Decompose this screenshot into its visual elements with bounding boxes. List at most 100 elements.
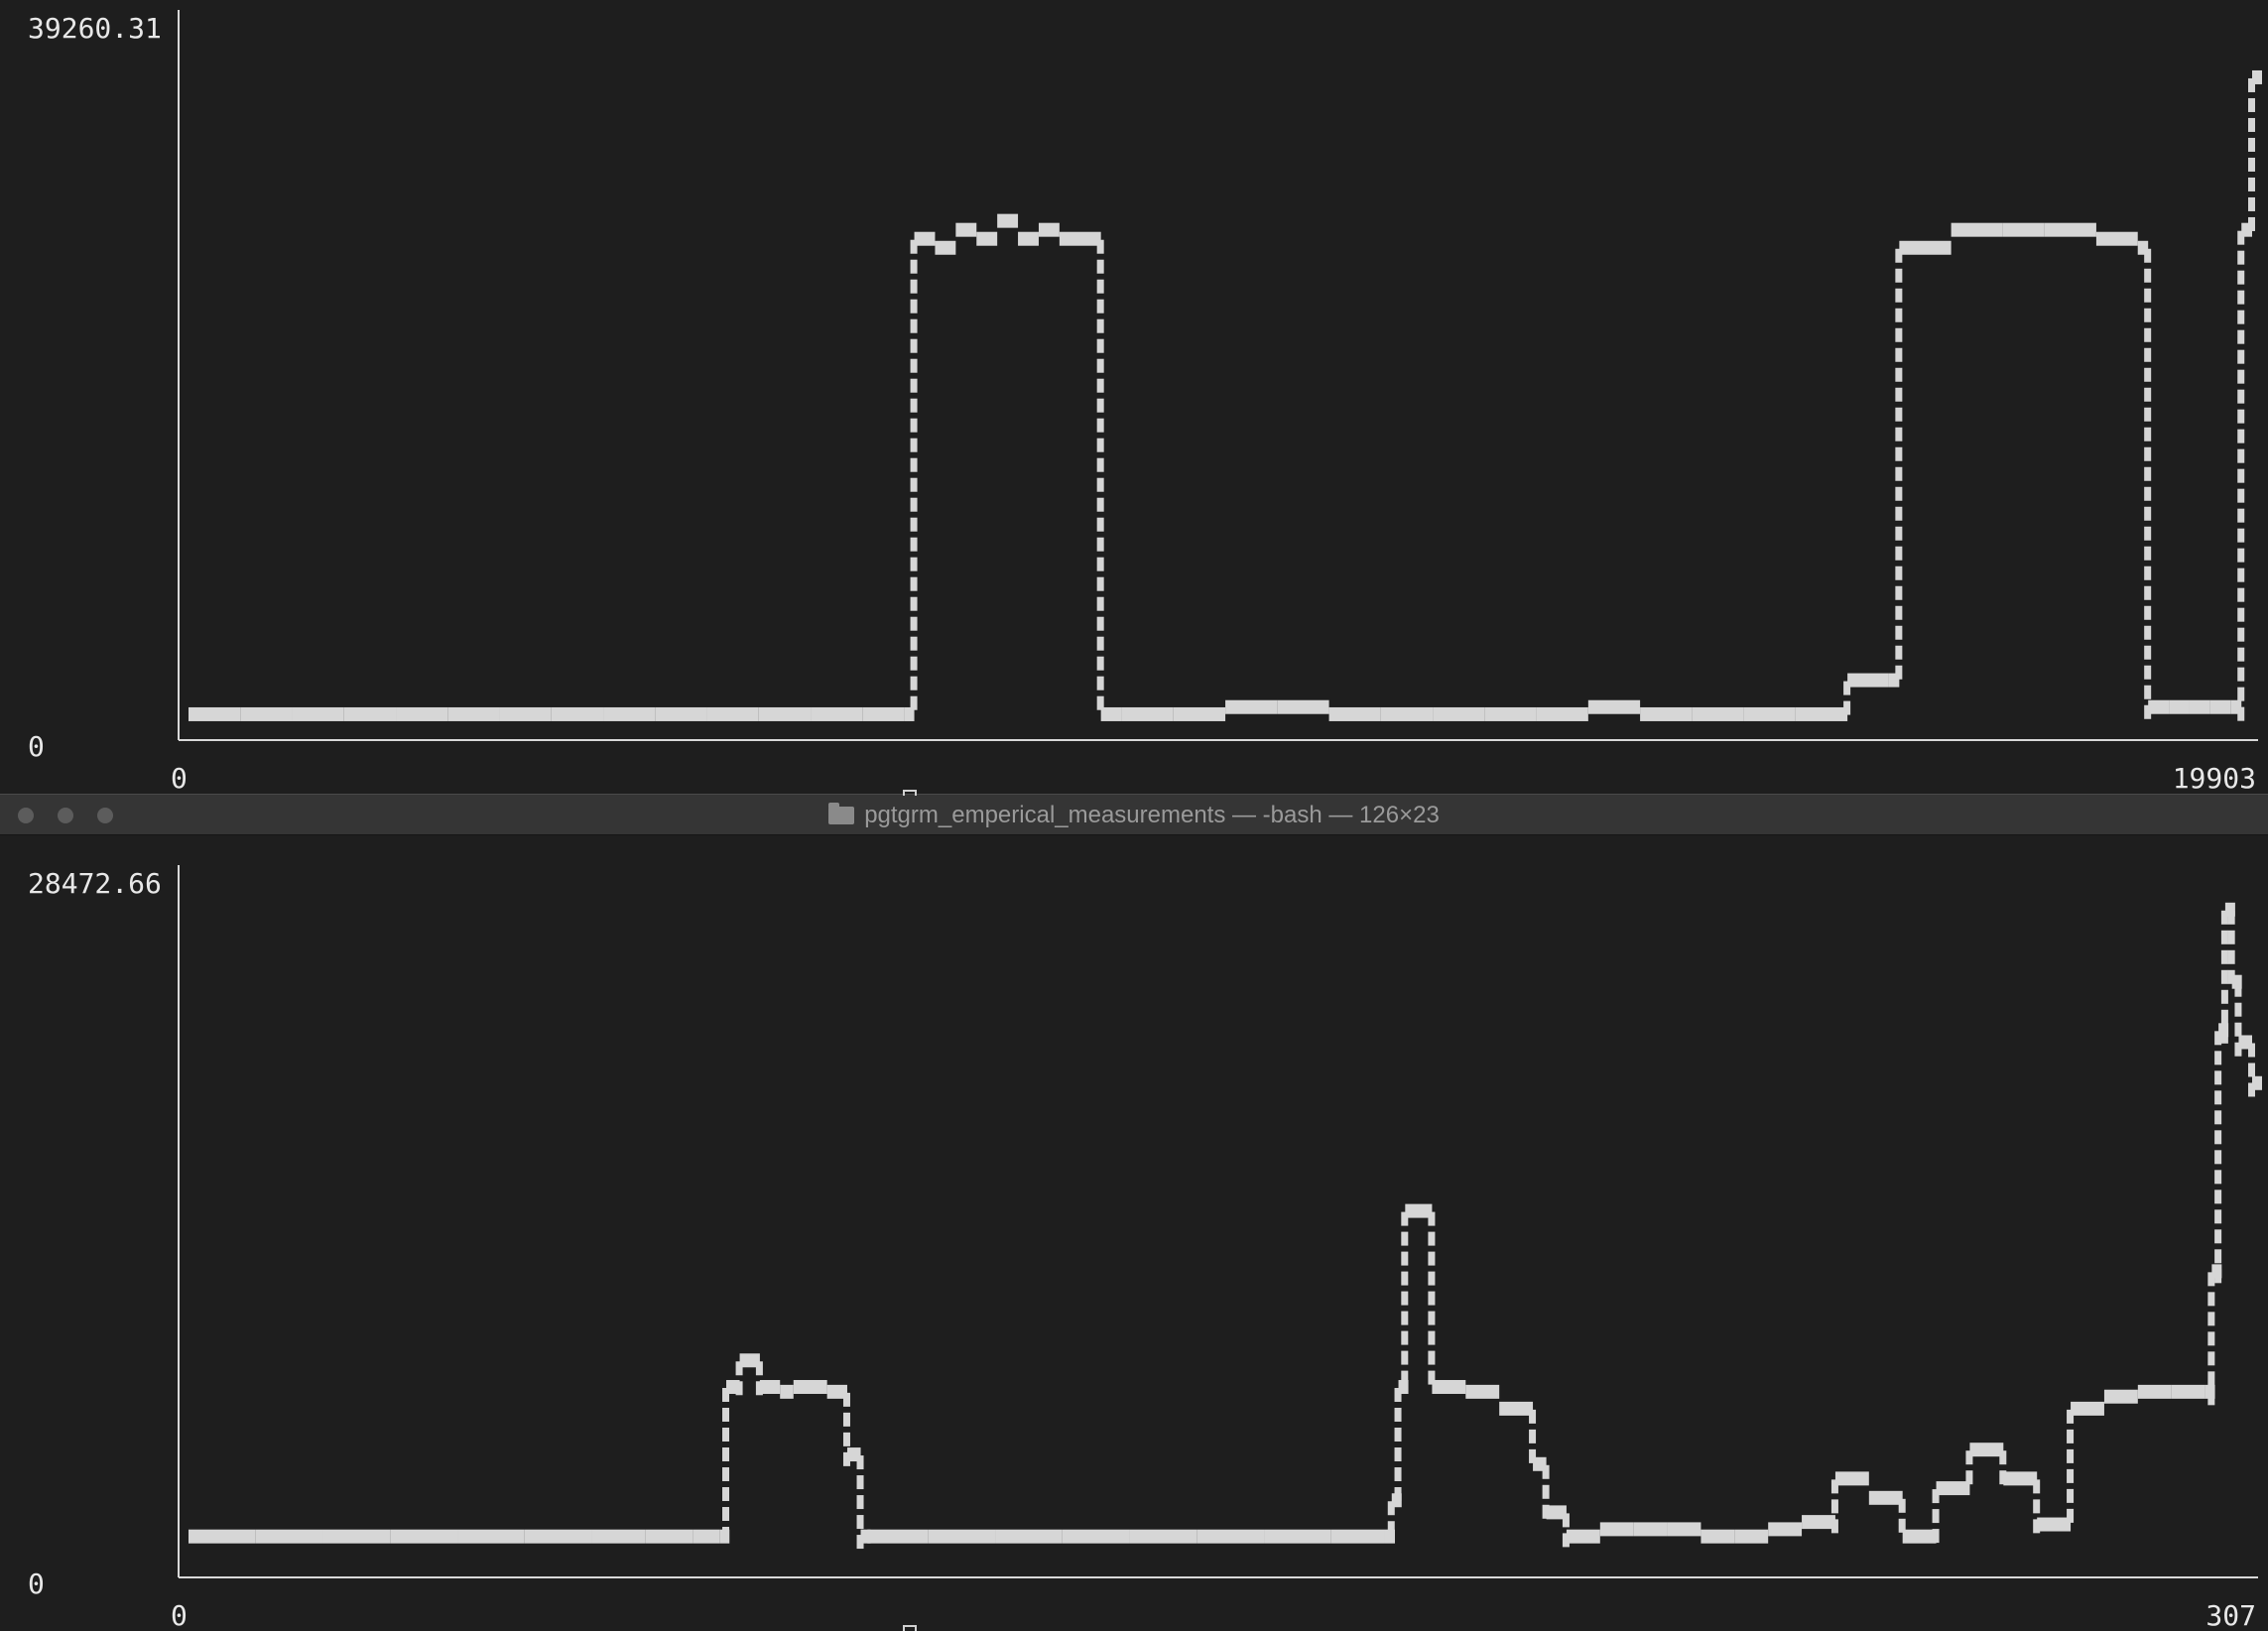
data-step-0-22 [1097, 597, 1104, 611]
data-step-1-48 [2033, 1479, 2040, 1493]
data-step-0-39 [1895, 428, 1902, 441]
data-point-1-53 [2172, 1385, 2205, 1399]
data-point-0-3 [344, 707, 396, 721]
x-tick-label-min-0: 0 [171, 762, 188, 794]
data-step-1-55 [2214, 1190, 2221, 1203]
data-step-1-29 [1428, 1351, 1435, 1365]
data-step-1-29 [1428, 1312, 1435, 1325]
data-step-1-55 [2214, 1249, 2221, 1263]
data-step-0-14 [911, 637, 918, 651]
data-step-1-55 [2214, 1209, 2221, 1223]
data-step-0-39 [1895, 289, 1902, 303]
data-step-0-50 [2237, 291, 2244, 305]
data-step-0-37 [1843, 701, 1850, 715]
data-step-0-45 [2144, 686, 2151, 699]
data-step-1-57 [2228, 950, 2235, 964]
data-step-0-22 [1097, 498, 1104, 512]
data-point-0-6 [500, 707, 552, 721]
data-step-1-58 [2234, 1003, 2241, 1017]
data-point-1-43 [1835, 1471, 1869, 1485]
data-step-0-39 [1895, 547, 1902, 561]
data-step-0-45 [2144, 269, 2151, 283]
data-step-1-55 [2214, 1090, 2221, 1104]
terminal-title-bar[interactable]: pgtgrm_emperical_measurements — -bash — … [0, 794, 2268, 835]
data-step-0-14 [911, 359, 918, 373]
data-step-1-49 [2067, 1509, 2074, 1523]
data-step-0-14 [911, 399, 918, 413]
data-point-0-34 [1640, 707, 1692, 721]
window-title: pgtgrm_emperical_measurements — -bash — … [0, 795, 2268, 836]
data-step-0-22 [1097, 240, 1104, 254]
data-step-0-14 [911, 558, 918, 571]
data-step-0-39 [1895, 368, 1902, 382]
data-point-0-47 [2169, 700, 2190, 714]
data-step-0-39 [1895, 586, 1902, 600]
data-step-0-22 [1097, 439, 1104, 452]
data-step-1-32 [1529, 1430, 1536, 1443]
data-point-1-49 [2037, 1518, 2071, 1532]
data-point-0-49 [2210, 700, 2231, 714]
data-step-0-50 [2237, 568, 2244, 582]
data-step-1-54 [2207, 1391, 2214, 1405]
data-point-1-20 [995, 1530, 1063, 1544]
data-point-1-24 [1264, 1530, 1331, 1544]
data-point-1-37 [1634, 1522, 1668, 1536]
data-step-1-16 [857, 1515, 864, 1529]
data-step-0-39 [1895, 666, 1902, 680]
data-point-1-47 [1969, 1443, 2003, 1456]
data-point-0-21 [1039, 223, 1060, 237]
data-point-0-16 [935, 241, 955, 255]
data-step-0-51 [2248, 178, 2255, 191]
data-step-0-14 [911, 518, 918, 532]
data-step-1-49 [2067, 1449, 2074, 1463]
data-step-1-55 [2214, 1110, 2221, 1124]
data-step-0-14 [911, 577, 918, 591]
data-point-0-7 [552, 707, 603, 721]
data-step-0-14 [911, 677, 918, 690]
data-point-1-8 [693, 1530, 719, 1544]
data-step-0-50 [2237, 449, 2244, 463]
data-point-0-37 [1796, 707, 1847, 721]
data-point-0-15 [915, 232, 936, 246]
data-point-0-52 [2252, 70, 2262, 84]
data-step-1-49 [2067, 1489, 2074, 1503]
data-step-0-39 [1895, 606, 1902, 620]
data-step-1-10 [736, 1381, 743, 1395]
data-step-0-45 [2144, 309, 2151, 322]
terminal-bottom: 28472.66 0 0 307 [0, 835, 2268, 1631]
data-step-0-22 [1097, 260, 1104, 274]
data-step-1-9 [722, 1428, 729, 1442]
data-step-1-56 [2221, 950, 2228, 964]
data-point-1-1 [256, 1530, 323, 1544]
data-step-0-50 [2237, 707, 2244, 721]
data-point-1-18 [867, 1530, 928, 1544]
data-point-0-30 [1433, 707, 1484, 721]
data-step-0-14 [911, 280, 918, 294]
data-step-0-39 [1895, 269, 1902, 283]
data-step-1-15 [843, 1393, 850, 1407]
data-step-0-45 [2144, 666, 2151, 680]
data-step-1-28 [1401, 1272, 1408, 1286]
data-point-0-17 [955, 223, 976, 237]
data-point-1-13 [780, 1385, 794, 1399]
data-step-0-14 [911, 319, 918, 333]
data-step-1-9 [722, 1507, 729, 1521]
data-step-0-45 [2144, 388, 2151, 402]
data-step-0-39 [1895, 646, 1902, 660]
data-point-0-23 [1101, 707, 1122, 721]
data-step-0-22 [1097, 458, 1104, 472]
data-step-0-22 [1097, 419, 1104, 433]
data-step-0-45 [2144, 368, 2151, 382]
data-step-0-22 [1097, 478, 1104, 492]
data-step-0-45 [2144, 606, 2151, 620]
data-point-0-22 [1060, 232, 1101, 246]
data-step-0-22 [1097, 280, 1104, 294]
data-step-0-50 [2237, 688, 2244, 701]
data-step-0-51 [2248, 197, 2255, 211]
data-step-0-14 [911, 657, 918, 671]
data-point-1-3 [390, 1530, 457, 1544]
data-step-1-27 [1395, 1467, 1402, 1481]
data-step-0-50 [2237, 330, 2244, 344]
data-step-0-45 [2144, 626, 2151, 640]
data-step-1-34 [1563, 1513, 1570, 1527]
